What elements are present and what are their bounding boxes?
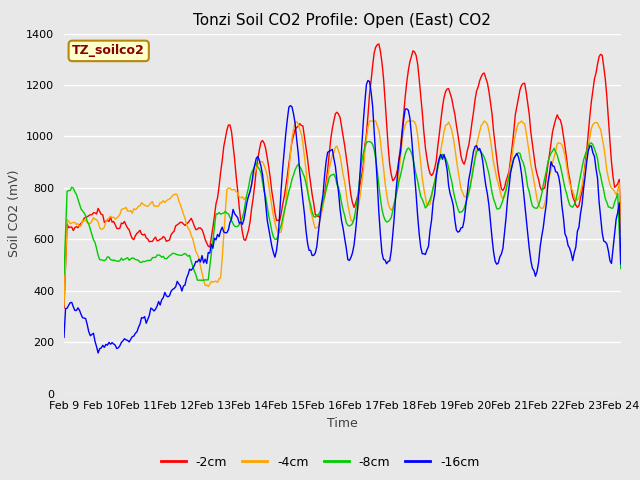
Title: Tonzi Soil CO2 Profile: Open (East) CO2: Tonzi Soil CO2 Profile: Open (East) CO2	[193, 13, 492, 28]
Legend: -2cm, -4cm, -8cm, -16cm: -2cm, -4cm, -8cm, -16cm	[156, 451, 484, 474]
X-axis label: Time: Time	[327, 417, 358, 430]
Y-axis label: Soil CO2 (mV): Soil CO2 (mV)	[8, 170, 20, 257]
Text: TZ_soilco2: TZ_soilco2	[72, 44, 145, 58]
